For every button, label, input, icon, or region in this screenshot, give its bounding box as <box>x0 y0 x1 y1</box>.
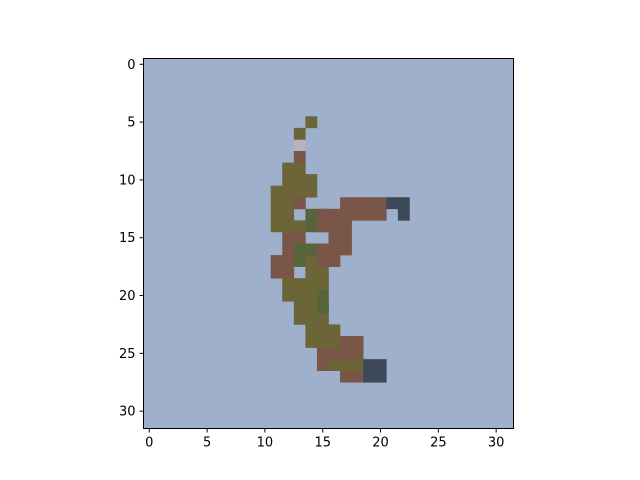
image-pixel-block <box>386 197 410 210</box>
x-tick-label: 5 <box>203 436 211 451</box>
y-tick-label: 5 <box>127 116 135 131</box>
axes-frame <box>143 58 514 429</box>
image-pixel-block <box>305 174 318 198</box>
image-pixel-block <box>328 231 352 256</box>
y-tick-label: 10 <box>119 173 136 188</box>
y-tick-label: 30 <box>119 405 136 420</box>
x-axis: 0 5 10 15 20 25 30 <box>145 428 505 451</box>
image-pixel-block <box>293 127 306 140</box>
y-tick-label: 15 <box>119 231 136 246</box>
image-pixel-block <box>305 116 318 129</box>
y-tick-label: 25 <box>119 347 136 362</box>
y-tick-label: 0 <box>127 58 135 73</box>
x-tick-label: 15 <box>314 436 331 451</box>
image-pixel-block <box>363 370 387 383</box>
image-pixels <box>143 58 514 429</box>
image-pixel-block <box>340 336 364 360</box>
x-tick-label: 20 <box>372 436 389 451</box>
image-pixel-block <box>328 359 364 371</box>
x-tick-label: 10 <box>257 436 274 451</box>
image-pixel-block <box>340 197 376 221</box>
image-pixel-block <box>270 255 295 279</box>
image-pixel-block <box>293 151 306 163</box>
image-pixel-block <box>340 370 364 383</box>
image-pixel-block <box>293 197 306 210</box>
y-tick-label: 20 <box>119 289 136 304</box>
x-tick-label: 30 <box>488 436 505 451</box>
x-tick-label: 0 <box>145 436 153 451</box>
image-pixel-block <box>363 359 387 371</box>
image-pixel-block <box>397 208 410 221</box>
image-pixel-block <box>374 197 387 221</box>
x-tick-label: 25 <box>430 436 447 451</box>
image-pixel-block <box>282 278 318 302</box>
image-pixel-block <box>316 289 329 314</box>
image-pixel-block <box>305 324 341 348</box>
y-axis: 0 5 10 15 20 25 30 <box>119 58 144 420</box>
image-pixel-block <box>282 220 306 233</box>
image-pixel-block <box>282 162 306 186</box>
